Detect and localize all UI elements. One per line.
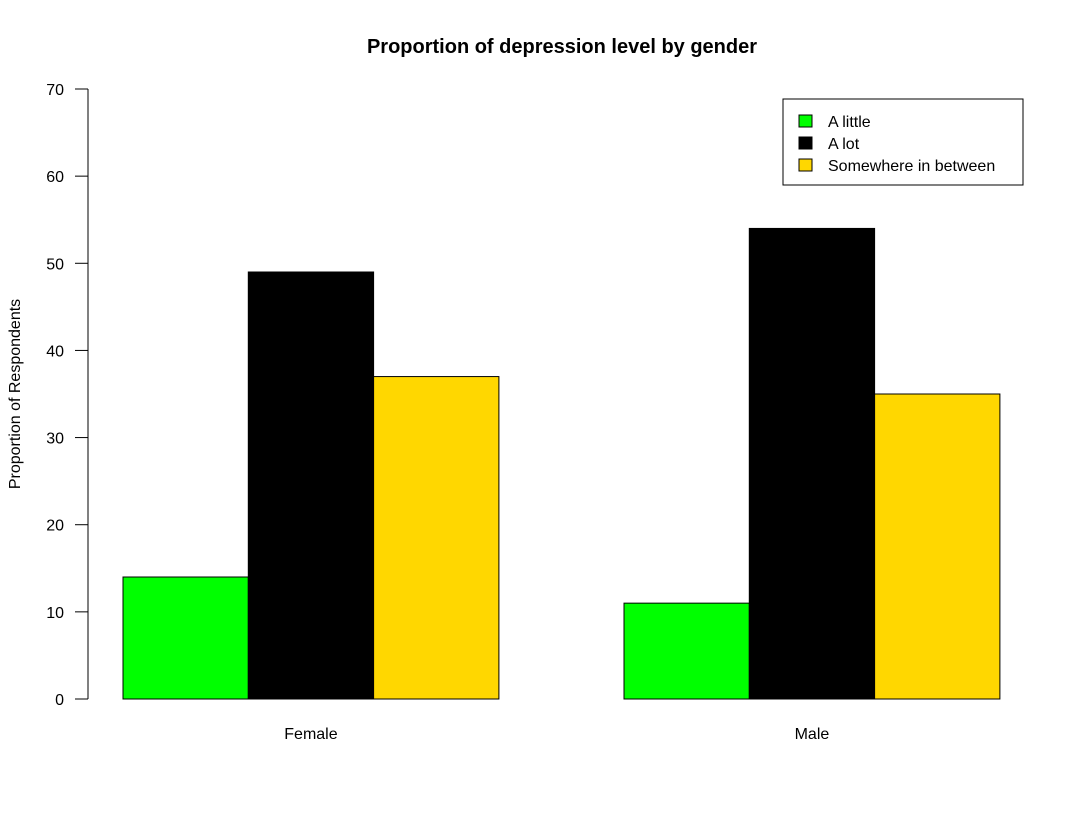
bar-female-somewhere-in-between — [373, 376, 500, 700]
legend-label: Somewhere in between — [828, 158, 995, 175]
chart-title: Proportion of depression level by gender — [367, 36, 757, 58]
x-axis-labels: Female Male — [284, 726, 829, 743]
bars-group — [122, 227, 1001, 700]
y-axis: 0 10 20 30 40 50 60 70 — [46, 82, 89, 709]
bar-female-a-little — [122, 576, 249, 700]
legend-items: A little A lot Somewhere in between — [798, 114, 995, 175]
y-tick-label: 30 — [46, 431, 64, 448]
x-tick-label-male: Male — [795, 726, 830, 743]
legend-label: A lot — [828, 136, 860, 153]
y-tick-label: 40 — [46, 343, 64, 360]
bar-female-a-lot — [247, 271, 375, 700]
legend: A little A lot Somewhere in between — [782, 98, 1024, 186]
y-tick-label: 50 — [46, 256, 64, 273]
legend-swatch-a-little — [798, 114, 813, 128]
y-tick-label: 20 — [46, 518, 64, 535]
y-tick-label: 70 — [46, 82, 64, 99]
y-tick-label: 0 — [55, 692, 64, 709]
legend-label: A little — [828, 114, 871, 131]
y-tick-label: 10 — [46, 605, 64, 622]
y-tick-label: 60 — [46, 169, 64, 186]
x-tick-label-female: Female — [284, 726, 337, 743]
bar-male-somewhere-in-between — [874, 393, 1001, 700]
y-axis-label: Proportion of Respondents — [7, 299, 24, 489]
legend-swatch-somewhere-in-between — [798, 158, 813, 172]
legend-swatch-a-lot — [798, 136, 813, 150]
legend-box — [782, 98, 1024, 186]
bar-male-a-little — [623, 602, 750, 700]
bar-male-a-lot — [748, 227, 876, 700]
